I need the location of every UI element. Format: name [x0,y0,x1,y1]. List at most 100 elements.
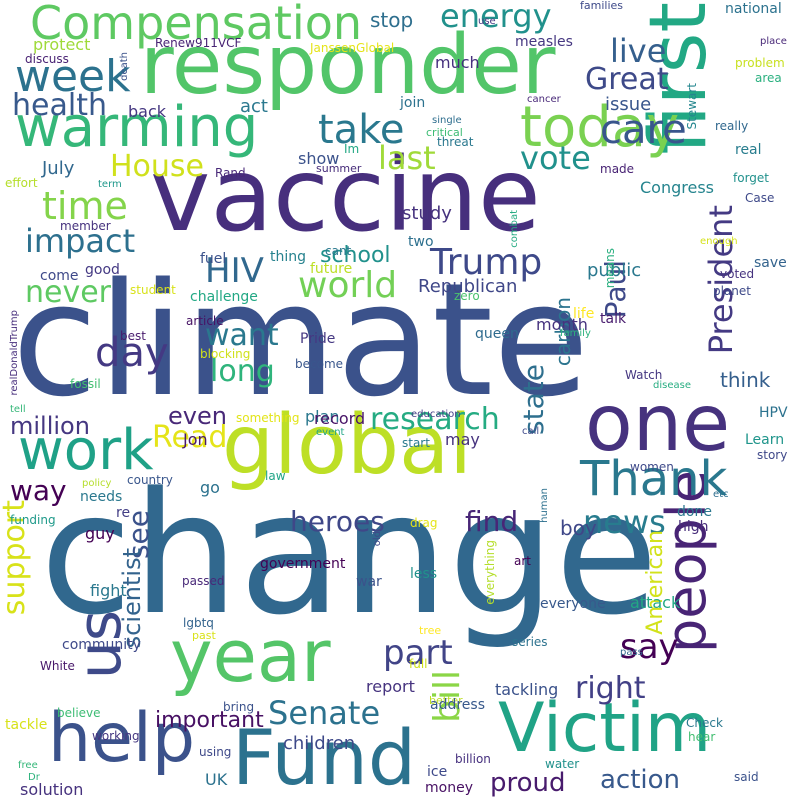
word-good: good [85,262,120,278]
word-global: global [222,398,473,493]
word-done: done [677,504,712,520]
word-single: single [432,115,462,126]
word-start: start [402,436,430,450]
word-white: White [40,659,75,673]
word-show: show [298,149,340,168]
word-time: time [42,184,128,228]
word-talk: talk [600,311,627,327]
word-voted: voted [720,267,755,281]
word-record: record [314,409,366,428]
word-using: using [199,745,232,759]
word-law: law [265,469,286,483]
word-country: country [127,473,173,487]
word-climate: climate [12,249,590,431]
word-fuel: fuel [200,251,227,267]
word-change: change [40,456,659,652]
word-challenge: challenge [190,289,258,305]
word-children: children [283,733,356,754]
word-everything: everything [483,540,497,605]
word-month: month [536,315,588,334]
word-everyone: everyone [540,596,606,612]
word-planet: planet [713,284,751,298]
word-hpv: HPV [759,405,788,421]
word-threat: threat [437,135,474,149]
word-said: said [734,770,759,784]
word-series: series [512,635,548,649]
word-article: article [186,314,224,328]
word-something: something [236,411,300,425]
word-area: area [755,71,782,85]
word-billion: billion [455,752,491,766]
word-fight: fight [90,581,127,600]
word-made: made [600,162,635,176]
word-uk: UK [205,770,228,789]
word-art: art [514,554,531,568]
word-part: part [383,633,453,673]
word-family: family [560,328,591,339]
word-republican: Republican [418,276,518,297]
word-live: live [610,32,667,70]
word-day: day [95,330,169,376]
word-back: back [128,102,167,121]
word-best: best [120,329,146,343]
word-drag: drag [410,516,438,530]
word-tell: tell [10,404,26,415]
word-today: today [520,95,680,160]
word-stop: stop [370,8,414,32]
word-summer: summer [316,162,362,175]
word-energy: energy [440,0,552,35]
word-national: national [725,1,782,17]
word-believe: believe [57,706,101,720]
word-plan: plan [305,407,340,426]
word-attack: attack [630,593,681,612]
word-enough: enough [700,236,738,247]
word-long: long [210,354,275,389]
word-compensation: Compensation [30,0,362,50]
word-queen: queen [475,326,519,342]
word-proud: proud [490,768,566,798]
word-say: say [620,627,679,667]
word-war: war [356,574,382,590]
word-cancer: cancer [527,94,561,105]
word-solution: solution [20,780,84,799]
word-pride: Pride [300,331,336,347]
word-tackle: tackle [5,717,48,733]
word-vaccine: vaccine [150,136,541,255]
word-re: re [116,505,131,521]
word-tackling: tackling [495,680,559,699]
word-event: event [316,427,345,438]
word-lgbtq: lgbtq [183,616,214,630]
word-real: real [735,142,762,158]
word-thank: Thank [580,451,728,507]
word-boy: boy [560,516,597,540]
word-bring: bring [223,700,255,714]
word-last: last [378,139,436,177]
word-fossil: fossil [70,377,101,391]
word-high: high [678,519,709,535]
word-cant: cant [325,244,352,258]
word-rand: Rand [215,166,246,180]
word-less: less [410,566,438,582]
word-warming: warming [15,95,259,160]
word-im: Im [344,142,360,156]
word-million: million [10,412,90,440]
word-even: even [168,402,227,430]
word-take: take [318,107,405,153]
word-case: Case [745,191,775,205]
word-hiv: HIV [205,251,264,291]
word-state: state [517,364,550,435]
word-address: address [430,697,486,713]
word-past: past [192,629,216,642]
word-act: act [240,96,268,117]
word-jon: Jon [183,430,208,449]
word-discuss: discuss [25,52,69,66]
word-check: Check [686,716,723,730]
word-means: means [603,248,617,289]
word-july: July [42,158,75,179]
word-passed: passed [182,574,225,588]
word-learn: Learn [745,432,785,448]
word-call: call [522,426,540,437]
word-place: place [760,36,787,47]
word-member: member [60,219,111,233]
word-janssenglobal: JanssenGlobal [310,41,395,55]
